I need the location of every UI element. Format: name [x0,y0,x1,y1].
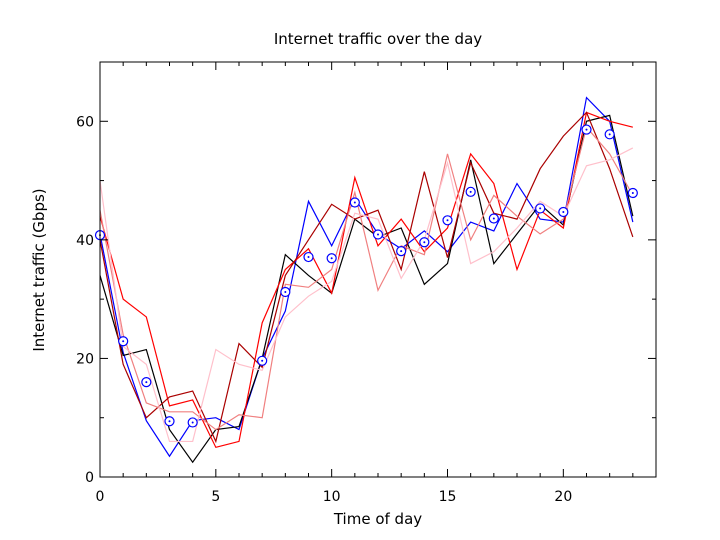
marker-dot [446,219,449,222]
marker-dot [168,420,171,423]
marker-dot [608,133,611,136]
series-line-6 [99,147,634,443]
x-tick-label: 0 [96,489,105,505]
y-tick-label: 20 [76,351,94,367]
plot-area [94,96,638,464]
marker-dot [284,291,287,294]
marker-dot [400,250,403,253]
marker-dot [191,421,194,424]
tick-labels: 0 5 10 15 20 0 20 40 60 [76,114,572,505]
series-line-4 [99,111,634,444]
marker-dot [585,128,588,131]
x-tick-label: 20 [554,489,572,505]
marker-dot [423,241,426,244]
marker-dot [539,207,542,210]
y-axis-title: Internet traffic (Gbps) [30,188,48,351]
x-tick-label: 5 [211,489,220,505]
marker-dot [145,381,148,384]
marker-dot [353,201,356,204]
x-tick-label: 10 [323,489,341,505]
y-tick-label: 60 [76,114,94,130]
marker-dot [377,233,379,236]
series-markers-7 [94,124,638,428]
y-tick-label: 40 [76,233,94,249]
marker-dot [492,217,495,220]
marker-dot [330,257,333,260]
marker-dot [469,190,472,193]
series-line-5 [99,125,634,431]
series-line-3 [99,111,633,449]
x-axis-title: Time of day [333,510,422,528]
chart-title: Internet traffic over the day [274,30,482,48]
series-line-2 [99,114,634,464]
marker-dot [122,340,125,343]
marker-dot [631,192,634,195]
y-tick-label: 0 [85,470,94,486]
marker-dot [261,359,264,362]
axis-ticks [99,61,656,478]
plot-frame [99,61,657,478]
x-tick-label: 15 [439,489,457,505]
marker-dot [307,256,310,259]
marker-dot [562,210,565,213]
